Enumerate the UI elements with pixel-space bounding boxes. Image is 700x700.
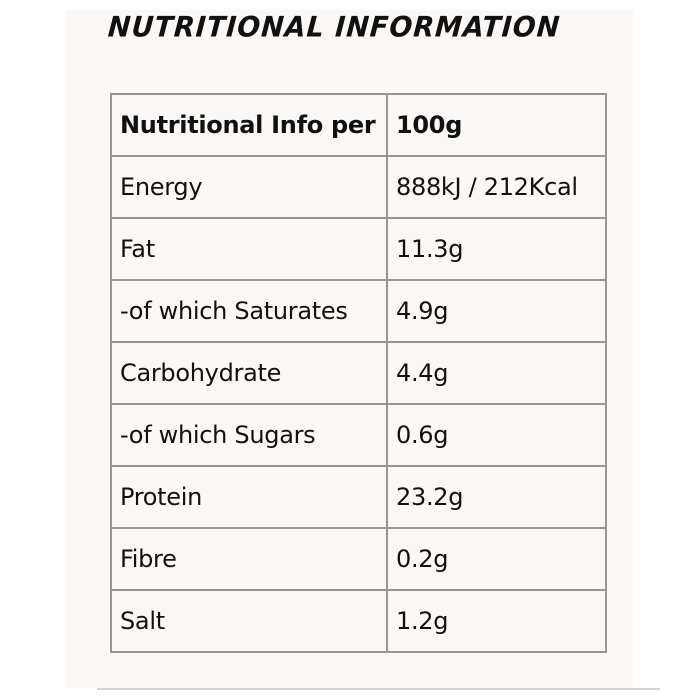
table-row: Fat 11.3g	[110, 217, 607, 281]
nutrient-value: 4.4g	[386, 341, 607, 405]
nutrient-label: -of which Sugars	[110, 403, 388, 467]
nutrient-label: Fat	[110, 217, 388, 281]
page-title: NUTRITIONAL INFORMATION	[106, 11, 562, 44]
nutrient-label: Protein	[110, 465, 388, 529]
nutrient-value: 23.2g	[386, 465, 607, 529]
nutrient-label: Salt	[110, 589, 388, 653]
nutrient-value: 1.2g	[386, 589, 607, 653]
divider	[97, 688, 660, 690]
nutrient-value: 0.6g	[386, 403, 607, 467]
table-row: Energy 888kJ / 212Kcal	[110, 155, 607, 219]
nutrient-value: 888kJ / 212Kcal	[386, 155, 607, 219]
table-row: -of which Saturates 4.9g	[110, 279, 607, 343]
table-row: Salt 1.2g	[110, 589, 607, 653]
table-row: Fibre 0.2g	[110, 527, 607, 591]
nutrient-value: 4.9g	[386, 279, 607, 343]
header-label: Nutritional Info per	[110, 93, 388, 157]
nutrient-label: Energy	[110, 155, 388, 219]
nutrition-table: Nutritional Info per 100g Energy 888kJ / …	[110, 93, 607, 653]
nutrient-label: -of which Saturates	[110, 279, 388, 343]
table-header-row: Nutritional Info per 100g	[110, 93, 607, 157]
nutrient-value: 0.2g	[386, 527, 607, 591]
table-row: Protein 23.2g	[110, 465, 607, 529]
nutrient-label: Fibre	[110, 527, 388, 591]
nutrient-label: Carbohydrate	[110, 341, 388, 405]
header-value: 100g	[386, 93, 607, 157]
table-row: Carbohydrate 4.4g	[110, 341, 607, 405]
table-row: -of which Sugars 0.6g	[110, 403, 607, 467]
nutrient-value: 11.3g	[386, 217, 607, 281]
